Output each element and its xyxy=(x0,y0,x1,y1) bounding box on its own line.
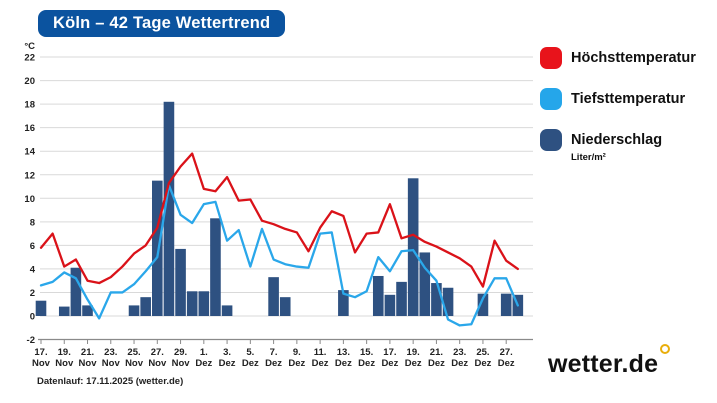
svg-text:25.: 25. xyxy=(476,347,489,358)
svg-text:13.: 13. xyxy=(337,347,350,358)
svg-text:21.: 21. xyxy=(430,347,443,358)
svg-text:17.: 17. xyxy=(34,347,47,358)
svg-text:6: 6 xyxy=(30,241,35,252)
svg-text:Dez: Dez xyxy=(498,358,515,369)
svg-text:Dez: Dez xyxy=(312,358,329,369)
logo-text: wetter.de xyxy=(548,350,659,378)
legend-unit: Liter/m² xyxy=(571,152,606,163)
svg-text:11.: 11. xyxy=(314,347,327,358)
svg-text:18: 18 xyxy=(24,100,35,111)
legend-label: Höchsttemperatur xyxy=(571,50,696,66)
svg-text:Dez: Dez xyxy=(381,358,398,369)
svg-text:Dez: Dez xyxy=(265,358,282,369)
wetter-de-logo: wetter.de xyxy=(548,344,671,379)
svg-text:Nov: Nov xyxy=(55,358,74,369)
svg-text:23.: 23. xyxy=(104,347,117,358)
svg-text:Nov: Nov xyxy=(148,358,167,369)
legend-label: Tiefsttemperatur xyxy=(571,91,686,107)
page-title: Köln – 42 Tage Wettertrend xyxy=(38,10,286,37)
svg-text:27.: 27. xyxy=(151,347,164,358)
svg-text:Nov: Nov xyxy=(32,358,51,369)
svg-text:1.: 1. xyxy=(200,347,208,358)
precipitation-swatch-icon xyxy=(540,129,562,151)
legend-item-tiefsttemperatur: Tiefsttemperatur xyxy=(540,88,715,110)
svg-text:29.: 29. xyxy=(174,347,187,358)
svg-text:12: 12 xyxy=(24,170,35,181)
svg-text:4: 4 xyxy=(30,264,36,275)
svg-text:20: 20 xyxy=(24,76,35,87)
svg-text:Nov: Nov xyxy=(79,358,98,369)
svg-text:°C: °C xyxy=(24,41,35,52)
degree-ring-icon xyxy=(660,344,671,354)
svg-text:22: 22 xyxy=(24,53,35,64)
min-temp-swatch-icon xyxy=(540,88,562,110)
svg-text:Dez: Dez xyxy=(219,358,236,369)
svg-text:19.: 19. xyxy=(58,347,71,358)
svg-text:23.: 23. xyxy=(453,347,466,358)
data-run-label: Datenlauf: 17.11.2025 (wetter.de) xyxy=(37,376,184,387)
svg-text:10: 10 xyxy=(24,194,35,205)
svg-text:Nov: Nov xyxy=(102,358,121,369)
svg-text:-2: -2 xyxy=(27,335,35,346)
svg-text:Nov: Nov xyxy=(172,358,191,369)
svg-text:21.: 21. xyxy=(81,347,94,358)
chart-legend: Höchsttemperatur Tiefsttemperatur Nieder… xyxy=(540,47,715,182)
svg-text:Nov: Nov xyxy=(125,358,144,369)
legend-label: Niederschlag xyxy=(571,132,663,148)
svg-text:Dez: Dez xyxy=(451,358,468,369)
svg-text:19.: 19. xyxy=(407,347,420,358)
svg-text:Dez: Dez xyxy=(405,358,422,369)
svg-text:0: 0 xyxy=(30,312,35,323)
max-temp-swatch-icon xyxy=(540,47,562,69)
svg-text:2: 2 xyxy=(30,288,35,299)
legend-item-niederschlag: Niederschlag Liter/m² xyxy=(540,129,715,163)
svg-text:Dez: Dez xyxy=(335,358,352,369)
svg-text:16: 16 xyxy=(24,123,35,134)
svg-text:Dez: Dez xyxy=(242,358,259,369)
svg-text:14: 14 xyxy=(24,147,35,158)
legend-item-hoechsttemperatur: Höchsttemperatur xyxy=(540,47,715,69)
svg-text:Dez: Dez xyxy=(358,358,375,369)
svg-text:Dez: Dez xyxy=(288,358,305,369)
svg-text:7.: 7. xyxy=(270,347,278,358)
svg-text:Dez: Dez xyxy=(428,358,445,369)
svg-text:25.: 25. xyxy=(127,347,140,358)
svg-text:17.: 17. xyxy=(383,347,396,358)
svg-text:Dez: Dez xyxy=(474,358,491,369)
svg-text:5.: 5. xyxy=(246,347,254,358)
svg-text:9.: 9. xyxy=(293,347,301,358)
svg-text:8: 8 xyxy=(30,217,35,228)
svg-text:27.: 27. xyxy=(500,347,513,358)
svg-text:3.: 3. xyxy=(223,347,231,358)
svg-text:15.: 15. xyxy=(360,347,373,358)
svg-text:Dez: Dez xyxy=(195,358,212,369)
